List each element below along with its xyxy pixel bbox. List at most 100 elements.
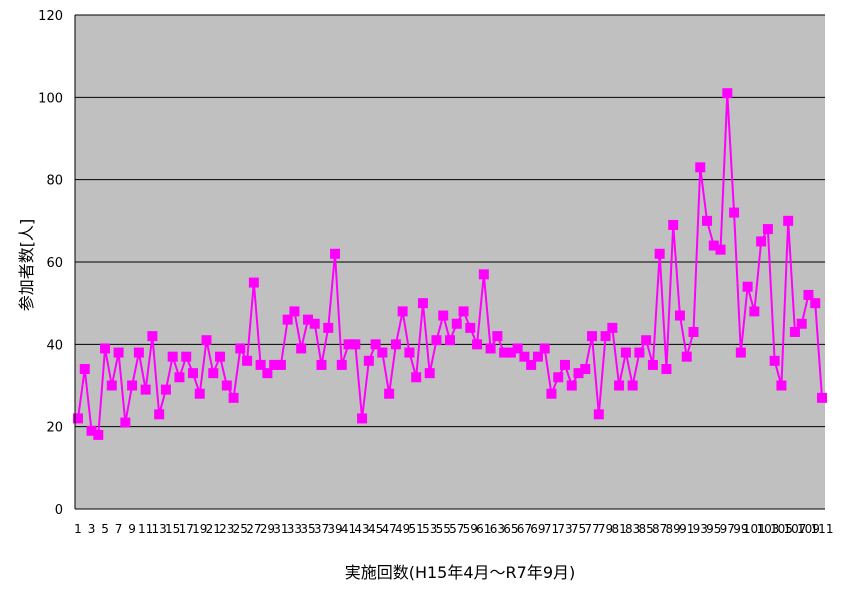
data-point-marker [803, 289, 814, 300]
data-point-marker [600, 331, 611, 342]
x-tick-label: 49 [395, 522, 410, 536]
x-tick-label: 13 [152, 522, 167, 536]
x-tick-label: 69 [530, 522, 545, 536]
x-tick-label: 83 [625, 522, 640, 536]
data-point-marker [722, 88, 733, 99]
x-tick-label: 21 [206, 522, 221, 536]
data-point-marker [512, 343, 523, 354]
data-point-marker [580, 364, 591, 375]
x-tick-label: 105 [770, 522, 793, 536]
data-point-marker [526, 359, 537, 370]
data-point-marker [282, 314, 293, 325]
x-tick-label: 47 [381, 522, 396, 536]
data-point-marker [384, 388, 395, 399]
x-tick-label: 39 [327, 522, 342, 536]
data-point-marker [539, 343, 550, 354]
x-tick-label: 65 [503, 522, 518, 536]
data-point-marker [695, 162, 706, 173]
data-point-marker [215, 351, 226, 362]
y-tick-label: 40 [46, 338, 63, 353]
x-tick-label: 109 [797, 522, 820, 536]
data-point-marker [174, 372, 185, 383]
x-tick-label: 107 [783, 522, 806, 536]
x-tick-labels: 1 3 5 7 9 11131517192123252729313335373941434… [74, 522, 833, 536]
data-point-marker [343, 339, 354, 350]
data-point-marker [309, 318, 320, 329]
x-tick-label: 1 [74, 522, 82, 536]
x-tick-label: 103 [756, 522, 779, 536]
data-point-marker [86, 425, 97, 436]
y-tick-label: 20 [46, 421, 63, 436]
data-point-marker [221, 380, 232, 391]
data-point-marker [357, 413, 368, 424]
data-point-marker [275, 359, 286, 370]
data-point-marker [194, 388, 205, 399]
data-point-marker [627, 380, 638, 391]
data-point-marker [73, 413, 83, 424]
data-point-marker [783, 215, 794, 226]
data-point-marker [614, 380, 625, 391]
x-tick-label: 67 [517, 522, 532, 536]
data-point-marker [302, 314, 313, 325]
x-tick-label: 73 [557, 522, 572, 536]
data-point-marker [587, 331, 598, 342]
x-tick-label: 89 [666, 522, 681, 536]
data-point-marker [505, 347, 516, 358]
data-point-marker [546, 388, 557, 399]
x-tick-label: 55 [436, 522, 451, 536]
data-point-marker [411, 372, 422, 383]
data-point-marker [776, 380, 787, 391]
data-point-marker [769, 355, 780, 366]
x-tick-label: 71 [544, 522, 559, 536]
data-point-marker [492, 331, 503, 342]
data-point-marker [187, 368, 198, 379]
y-tick-label: 80 [46, 174, 63, 189]
data-point-marker [458, 306, 469, 317]
data-point-marker [553, 372, 564, 383]
x-tick-label: 43 [354, 522, 369, 536]
data-point-marker [127, 380, 138, 391]
data-point-marker [336, 359, 347, 370]
x-tick-label: 35 [300, 522, 315, 536]
data-point-marker [181, 351, 192, 362]
data-point-marker [377, 347, 388, 358]
x-tick-label: 19 [192, 522, 207, 536]
data-point-marker [100, 343, 111, 354]
data-point-marker [417, 298, 428, 309]
data-point-marker [431, 335, 442, 346]
data-point-marker [654, 248, 665, 259]
data-point-marker [796, 318, 807, 329]
data-point-marker [708, 240, 719, 251]
data-point-marker [323, 322, 334, 333]
x-tick-label: 51 [409, 522, 424, 536]
data-point-marker [756, 236, 767, 247]
x-tick-label: 77 [584, 522, 599, 536]
x-tick-label: 101 [743, 522, 766, 536]
data-point-marker [593, 409, 604, 420]
x-tick-label: 81 [611, 522, 626, 536]
data-point-marker [350, 339, 361, 350]
data-point-marker [404, 347, 415, 358]
data-point-marker [702, 215, 713, 226]
data-point-marker [810, 298, 821, 309]
data-point-marker [485, 343, 496, 354]
x-tick-label: 31 [273, 522, 288, 536]
x-tick-label: 91 [679, 522, 694, 536]
data-point-marker [532, 351, 543, 362]
data-point-marker [559, 359, 570, 370]
x-tick-label: 9 [128, 522, 136, 536]
data-point-marker [661, 364, 672, 375]
data-point-marker [262, 368, 273, 379]
data-point-marker [330, 248, 341, 259]
data-point-marker [519, 351, 530, 362]
data-point-marker [296, 343, 307, 354]
data-point-marker [674, 310, 685, 321]
data-point-marker [106, 380, 117, 391]
x-tick-label: 3 [88, 522, 96, 536]
data-point-marker [289, 306, 300, 317]
data-point-marker [817, 392, 827, 403]
data-point-marker [113, 347, 124, 358]
series-markers [73, 88, 827, 440]
data-point-marker [316, 359, 327, 370]
